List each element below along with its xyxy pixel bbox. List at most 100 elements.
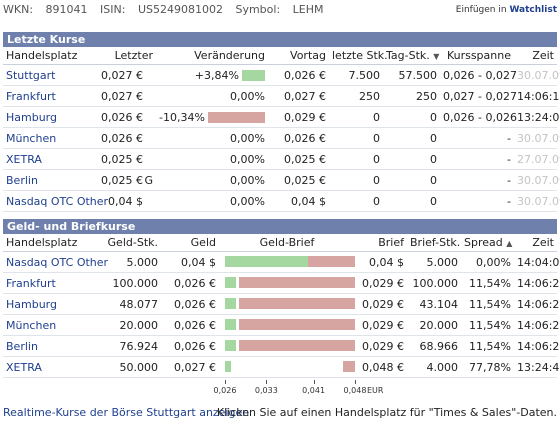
bid-bar xyxy=(225,319,236,330)
quote-row[interactable]: Nasdaq OTC Other 0,04 $0,00% 0,04 $0 0-30.0… xyxy=(3,190,560,212)
col-brief-stk[interactable]: Brief-Stk. xyxy=(407,234,461,252)
price-range: - xyxy=(440,190,514,212)
last-qty: 0 xyxy=(329,190,383,212)
last-qty: 0 xyxy=(329,169,383,191)
last-quotes-section: Letzte Kurse Handelsplatz Letzter Veränd… xyxy=(3,32,560,212)
quote-row[interactable]: Frankfurt 0,027 €0,00% 0,027 €250 250 0,027 … xyxy=(3,85,560,107)
ask-qty: 68.966 xyxy=(407,335,461,357)
ask-bar xyxy=(239,298,355,309)
bid-ask-row[interactable]: Nasdaq OTC Other 5.000 0,04 $0,04 $5.000 0,… xyxy=(3,251,560,273)
bid-ask-bar-cell xyxy=(219,335,355,357)
col-spread-label: Spread xyxy=(464,236,503,249)
quote-time: 30.07.09 xyxy=(514,169,560,191)
bid-ask-bar-cell xyxy=(219,251,355,273)
spread: 11,54% xyxy=(461,335,514,357)
ask-bar xyxy=(239,277,355,288)
spread: 11,54% xyxy=(461,293,514,315)
bid-bar xyxy=(225,361,231,372)
last-price-value: 0,026 € xyxy=(101,131,143,145)
quote-time: 30.07.09 xyxy=(514,127,560,149)
watchlist-link[interactable]: Watchlist xyxy=(509,5,557,15)
bid-qty: 76.924 xyxy=(98,335,161,357)
col-letzte-stk[interactable]: letzte Stk. xyxy=(329,47,388,65)
bid-ask-row[interactable]: XETRA 50.000 0,027 € 0,048 €4.000 77,78% 13:2… xyxy=(3,356,560,378)
symbol-label: Symbol: xyxy=(235,3,281,16)
place-name[interactable]: Berlin xyxy=(3,169,95,191)
col-letzter[interactable]: Letzter xyxy=(95,47,156,65)
bid-ask-row[interactable]: München 20.000 0,026 €0,029 €20.000 11,54% 1… xyxy=(3,314,560,336)
place-name[interactable]: XETRA xyxy=(3,148,95,170)
place-name[interactable]: Hamburg xyxy=(3,293,98,315)
change-cell: 0,00% xyxy=(159,90,265,103)
bid-ask-bar-cell xyxy=(219,356,355,378)
bid-price: 0,026 € xyxy=(161,314,219,336)
col-geld-stk[interactable]: Geld-Stk. xyxy=(98,234,161,252)
last-price-value: 0,027 € xyxy=(101,89,143,103)
place-name[interactable]: Nasdaq OTC Other xyxy=(3,251,108,273)
bid-price: 0,027 € xyxy=(161,356,219,378)
quote-time: 14:06:23 xyxy=(514,293,560,315)
quote-row[interactable]: Hamburg 0,026 € -10,34% 0,029 €0 0 0,026 - 0,… xyxy=(3,106,560,128)
change-bar xyxy=(241,69,265,81)
place-name[interactable]: München xyxy=(3,314,98,336)
col-handelsplatz[interactable]: Handelsplatz xyxy=(3,234,98,252)
change: 0,00% xyxy=(156,190,268,212)
bid-ask-row[interactable]: Hamburg 48.077 0,026 € 0,029 €43.104 11,54% 1… xyxy=(3,293,560,315)
bid-ask-row[interactable]: Frankfurt 100.000 0,026 €0,029 €100.000 11,… xyxy=(3,272,560,294)
col-veraenderung[interactable]: Veränderung xyxy=(156,47,268,65)
last-price-value: 0,027 € xyxy=(101,68,143,82)
change-cell: -10,34% xyxy=(159,111,265,124)
place-name[interactable]: Nasdaq OTC Other xyxy=(3,190,108,212)
col-zeit[interactable]: Zeit xyxy=(514,234,557,252)
last-qty: 7.500 xyxy=(329,64,383,86)
col-tag-stk[interactable]: Tag-Stk. ▼ xyxy=(383,47,440,65)
place-name[interactable]: Frankfurt xyxy=(3,85,95,107)
bid-qty: 50.000 xyxy=(98,356,161,378)
change: 0,00% xyxy=(156,169,268,191)
last-qty: 0 xyxy=(329,148,383,170)
place-name[interactable]: Frankfurt xyxy=(3,272,98,294)
realtime-quotes-link[interactable]: Realtime-Kurse der Börse Stuttgart anzei… xyxy=(3,406,250,419)
last-price-value: 0,04 $ xyxy=(108,194,143,208)
bid-price: 0,026 € xyxy=(161,335,219,357)
quote-row[interactable]: Stuttgart 0,027 € +3,84% 0,026 €7.500 57.500… xyxy=(3,64,560,86)
times-sales-hint: Klicken Sie auf einen Handelsplatz für "… xyxy=(216,406,557,419)
col-kursspanne[interactable]: Kursspanne xyxy=(440,47,514,65)
last-qty: 0 xyxy=(329,127,383,149)
bid-ask-bar-cell xyxy=(219,293,355,315)
quote-time: 27.07.09 xyxy=(514,148,560,170)
bid-ask-track xyxy=(222,273,355,293)
price-range: 0,027 - 0,027 xyxy=(440,85,517,107)
prev-price: 0,025 € xyxy=(268,169,329,191)
place-name[interactable]: Stuttgart xyxy=(3,64,95,86)
place-name[interactable]: XETRA xyxy=(3,356,98,378)
col-handelsplatz[interactable]: Handelsplatz xyxy=(3,47,95,65)
col-geld-brief[interactable]: Geld-Brief xyxy=(219,234,355,252)
col-geld[interactable]: Geld xyxy=(161,234,219,252)
bid-qty: 20.000 xyxy=(98,314,161,336)
last-quotes-table: Handelsplatz Letzter Veränderung Vortag … xyxy=(3,47,560,212)
bid-qty: 5.000 xyxy=(98,251,161,273)
day-qty: 0 xyxy=(383,106,440,128)
col-zeit[interactable]: Zeit xyxy=(514,47,557,65)
col-vortag[interactable]: Vortag xyxy=(268,47,329,65)
col-spread[interactable]: Spread ▲ xyxy=(461,234,514,252)
col-brief[interactable]: Brief xyxy=(355,234,407,252)
place-name[interactable]: Berlin xyxy=(3,335,98,357)
place-name[interactable]: München xyxy=(3,127,95,149)
place-name[interactable]: Hamburg xyxy=(3,106,95,128)
ask-qty: 43.104 xyxy=(407,293,461,315)
bid-ask-row[interactable]: Berlin 76.924 0,026 € 0,029 €68.966 11,54% 14… xyxy=(3,335,560,357)
change-value: 0,00% xyxy=(230,131,265,145)
bid-ask-section: Geld- und Briefkurse Handelsplatz Geld-S… xyxy=(3,219,560,402)
last-qty: 0 xyxy=(329,106,383,128)
axis-tick-label: 0,048 xyxy=(343,386,367,395)
axis-tick-label: 0,026 xyxy=(213,386,237,395)
sort-asc-icon: ▲ xyxy=(506,239,513,248)
price-scale: 0,026 0,033 0,041 0,048 EUR xyxy=(3,378,557,402)
price-range: 0,026 - 0,027 xyxy=(440,64,517,86)
wkn-value: 891041 xyxy=(45,3,88,16)
